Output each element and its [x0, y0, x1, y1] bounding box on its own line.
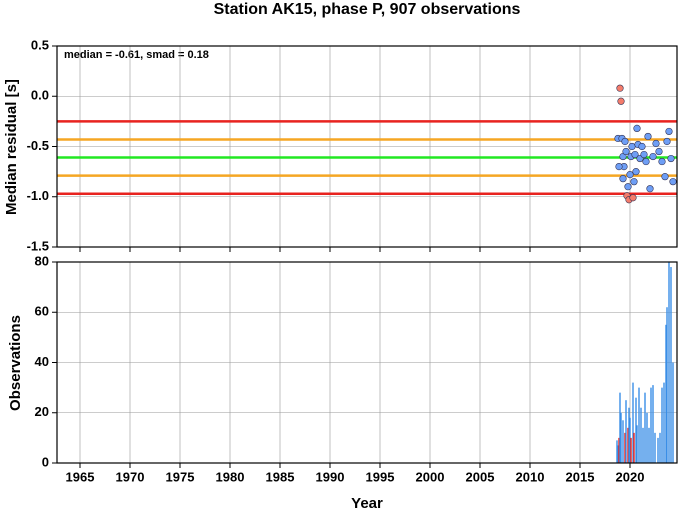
x-tick-label: 1975 [166, 469, 195, 484]
point [638, 142, 646, 151]
x-tick-label: 1980 [216, 469, 245, 484]
x-tick-label: 2020 [616, 469, 645, 484]
point [667, 154, 675, 163]
x-tick-label: 2015 [566, 469, 595, 484]
plot-frame [56, 45, 678, 248]
bar [652, 385, 654, 463]
point [640, 150, 648, 159]
y-axis-label: Observations [7, 315, 24, 411]
bar [624, 432, 626, 463]
y-axis-label: Median residual [s] [3, 79, 20, 215]
x-tick-label: 1985 [266, 469, 295, 484]
bar [657, 437, 659, 463]
bar [630, 437, 632, 463]
bar [648, 427, 650, 463]
y-tick-label: 20 [35, 404, 49, 419]
point [649, 152, 657, 161]
y-tick-label: 40 [35, 354, 49, 369]
point [655, 147, 663, 156]
point [619, 175, 627, 183]
bar [632, 382, 634, 463]
bar [627, 427, 629, 463]
y-tick-label: -1.5 [27, 238, 49, 253]
bar [620, 412, 622, 463]
point [652, 139, 660, 148]
bar [666, 307, 668, 463]
point [644, 132, 652, 141]
bar [640, 407, 642, 463]
point [642, 157, 650, 166]
y-tick-label: -1.0 [27, 188, 49, 203]
bar [638, 387, 640, 463]
plot-frame [56, 261, 678, 464]
y-tick-label: 60 [35, 304, 49, 319]
x-tick-label: 1990 [316, 469, 345, 484]
bar [668, 262, 670, 463]
point [669, 178, 677, 186]
point [622, 147, 630, 156]
bar [665, 324, 667, 463]
point [632, 168, 640, 176]
point [624, 183, 632, 191]
annotation: median = -0.61, smad = 0.18 [64, 49, 209, 61]
bar [659, 432, 661, 463]
bar [672, 362, 674, 463]
point [633, 124, 641, 133]
point [658, 157, 666, 166]
point [629, 194, 637, 202]
bar [628, 407, 630, 463]
bar [663, 382, 665, 463]
point [630, 178, 638, 186]
bar [616, 440, 618, 463]
point [665, 127, 673, 136]
bar [670, 267, 672, 463]
x-tick-label: 2010 [516, 469, 545, 484]
bar [650, 387, 652, 463]
bar [629, 417, 631, 463]
x-tick-label: 2005 [466, 469, 495, 484]
bar [646, 412, 648, 463]
x-tick-label: 1995 [366, 469, 395, 484]
x-axis-label: Year [351, 495, 383, 511]
point [616, 84, 624, 92]
x-tick-label: 1965 [66, 469, 95, 484]
bar [654, 432, 656, 463]
bar [642, 427, 644, 463]
point [617, 97, 625, 105]
bar [625, 400, 627, 463]
point [646, 185, 654, 193]
bar [635, 397, 637, 463]
point [661, 173, 669, 181]
x-tick-label: 2000 [416, 469, 445, 484]
bar [636, 425, 638, 463]
point [615, 163, 623, 171]
y-tick-label: -0.5 [27, 138, 49, 153]
x-tick-label: 1970 [116, 469, 145, 484]
point [621, 137, 629, 146]
bar [661, 387, 663, 463]
y-tick-label: 80 [35, 253, 49, 268]
bar [644, 392, 646, 463]
point [628, 142, 636, 151]
bar [622, 420, 624, 463]
y-tick-label: 0.0 [31, 88, 49, 103]
bar [618, 437, 620, 463]
y-tick-label: 0.5 [31, 37, 49, 52]
y-tick-label: 0 [42, 454, 49, 469]
point [631, 150, 639, 159]
bar [619, 392, 621, 463]
bar [633, 432, 635, 463]
bar [617, 445, 619, 463]
point [663, 137, 671, 146]
point [626, 171, 634, 179]
chart-title: Station AK15, phase P, 907 observations [214, 1, 521, 18]
